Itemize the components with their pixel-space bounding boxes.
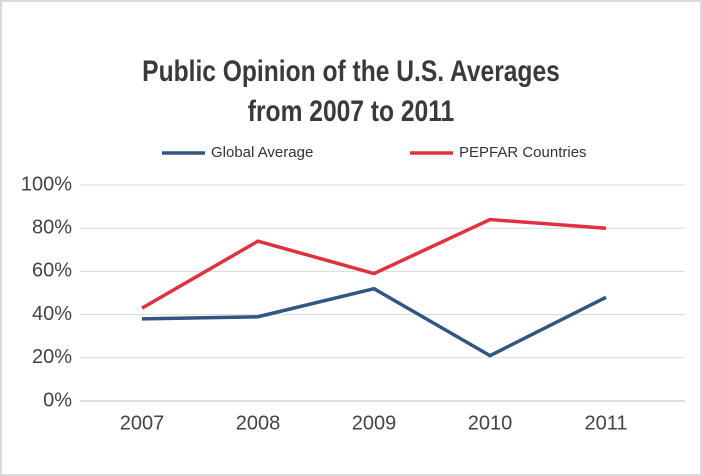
x-tick-label: 2007 xyxy=(120,412,165,434)
y-tick-label: 80% xyxy=(32,216,72,238)
y-tick-label: 20% xyxy=(32,346,72,368)
y-tick-label: 40% xyxy=(32,303,72,325)
chart-title: Public Opinion of the U.S. Averages xyxy=(142,54,560,88)
series-line xyxy=(141,286,607,358)
chart-title: from 2007 to 2011 xyxy=(248,94,454,128)
y-tick-label: 100% xyxy=(21,173,72,195)
series-line xyxy=(141,217,607,310)
x-tick-label: 2010 xyxy=(468,412,513,434)
y-tick-label: 0% xyxy=(43,389,72,411)
x-tick-label: 2009 xyxy=(352,412,397,434)
legend-label: Global Average xyxy=(211,144,313,161)
x-tick-label: 2008 xyxy=(236,412,281,434)
legend-label: PEPFAR Countries xyxy=(459,144,587,161)
x-tick-label: 2011 xyxy=(584,412,627,434)
y-tick-label: 60% xyxy=(32,260,72,282)
